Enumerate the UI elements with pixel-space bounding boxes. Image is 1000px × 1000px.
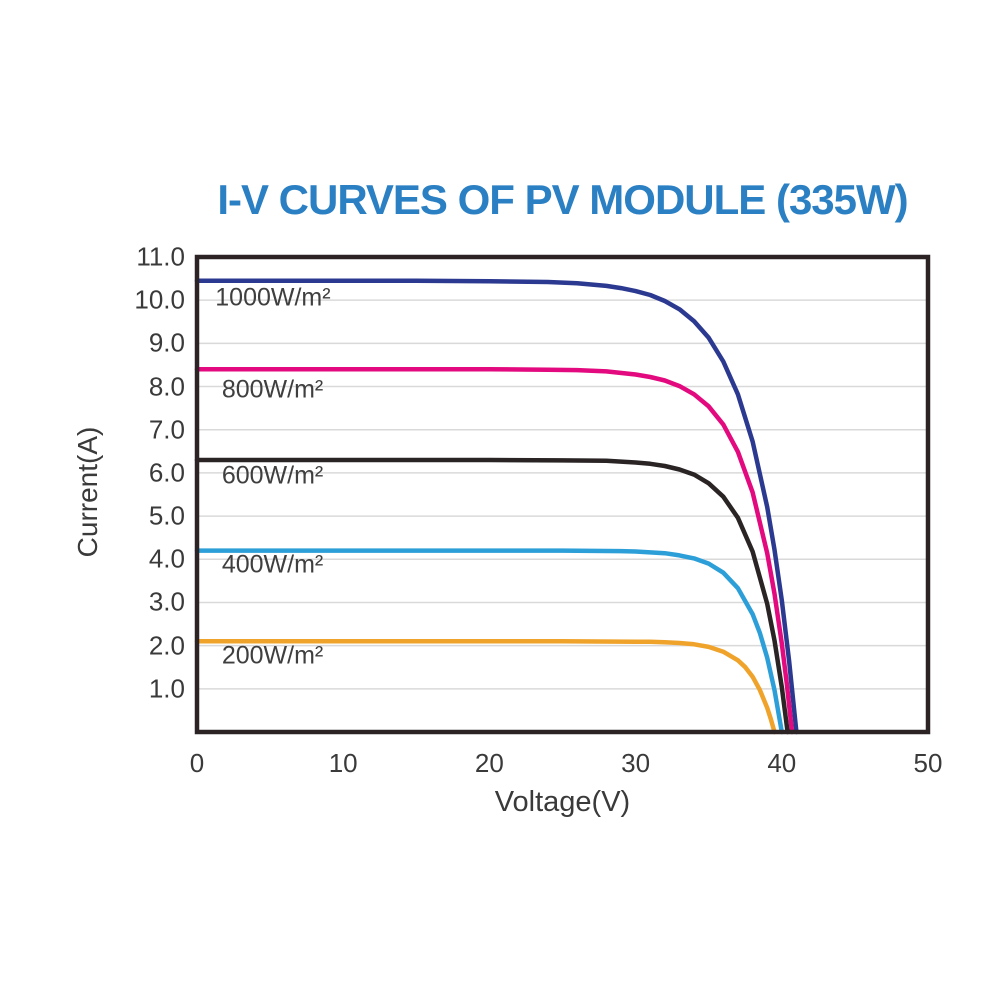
chart-title: I-V CURVES OF PV MODULE (335W) bbox=[217, 176, 908, 223]
x-axis-title: Voltage(V) bbox=[494, 786, 631, 818]
y-tick-label-3.0: 3.0 bbox=[148, 586, 185, 617]
y-tick-label-8.0: 8.0 bbox=[148, 371, 185, 402]
y-tick-label-11.0: 11.0 bbox=[136, 241, 185, 272]
iv-curve-800wm2 bbox=[194, 367, 795, 735]
x-tick-label-0: 0 bbox=[189, 748, 205, 778]
iv-curve-400wm2 bbox=[194, 548, 785, 735]
curve-label-1000wm2: 1000W/m² bbox=[215, 283, 331, 312]
y-tick-label-2.0: 2.0 bbox=[148, 630, 185, 661]
curve-label-400wm2: 400W/m² bbox=[221, 550, 324, 579]
curve-label-600wm2: 600W/m² bbox=[221, 461, 324, 490]
plot-frame bbox=[194, 254, 931, 735]
x-tick-label-20: 20 bbox=[474, 748, 504, 778]
x-tick-label-50: 50 bbox=[913, 748, 943, 778]
y-tick-label-5.0: 5.0 bbox=[148, 500, 185, 531]
x-tick-label-30: 30 bbox=[621, 748, 651, 778]
curve-label-200wm2: 200W/m² bbox=[221, 641, 324, 670]
y-tick-label-9.0: 9.0 bbox=[148, 327, 185, 358]
iv-curve-200wm2 bbox=[194, 639, 777, 735]
y-tick-label-4.0: 4.0 bbox=[148, 543, 185, 574]
curve-label-800wm2: 800W/m² bbox=[221, 375, 324, 404]
iv-curve-1000wm2 bbox=[194, 278, 799, 735]
y-tick-label-10.0: 10.0 bbox=[134, 284, 185, 315]
x-tick-label-10: 10 bbox=[328, 748, 358, 778]
y-tick-label-1.0: 1.0 bbox=[148, 673, 185, 704]
iv-curve-600wm2 bbox=[194, 457, 790, 735]
x-tick-label-40: 40 bbox=[767, 748, 797, 778]
y-tick-label-6.0: 6.0 bbox=[148, 457, 185, 488]
y-tick-label-7.0: 7.0 bbox=[148, 414, 185, 445]
